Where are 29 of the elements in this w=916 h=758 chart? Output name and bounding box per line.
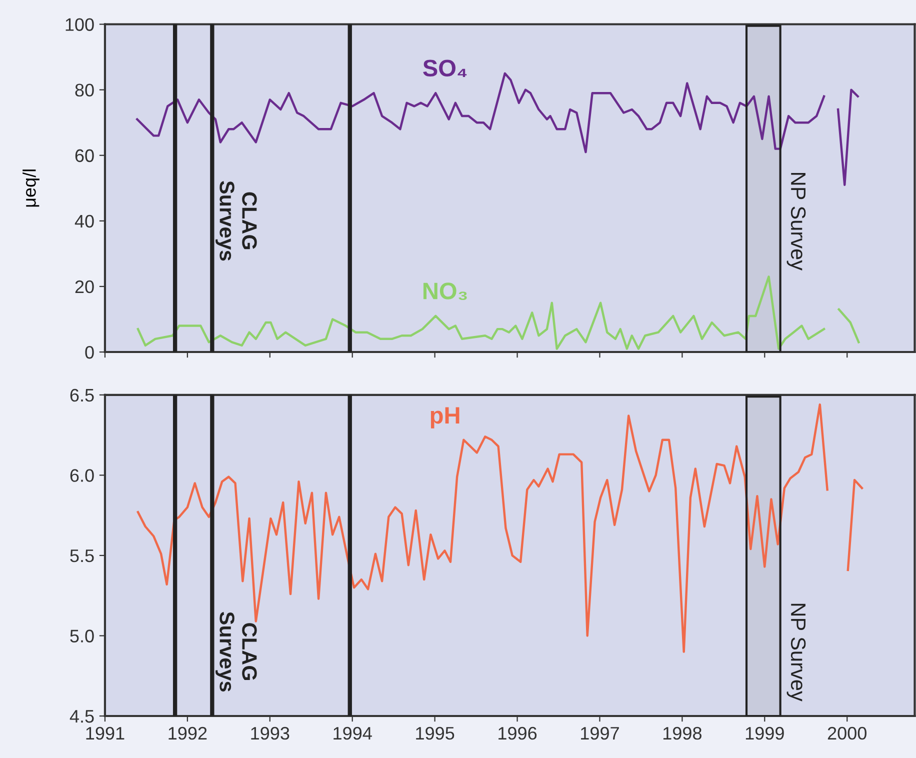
x-tick-label: 1994: [334, 726, 372, 740]
x-tick-label: 1995: [416, 726, 454, 740]
series-label: NO₃: [423, 282, 467, 300]
y-tick-label: 80: [75, 84, 94, 97]
y-tick-label: 6.0: [70, 469, 94, 482]
band-label: NP Survey: [786, 173, 806, 270]
x-tick-label: 1993: [251, 726, 290, 740]
y-tick-label: 20: [75, 280, 94, 294]
y-tick-label: 5.5: [70, 550, 94, 562]
y-tick-label: 6.5: [70, 388, 94, 402]
ref-line-label: CLAG Surveys: [216, 180, 257, 261]
x-tick-label: 1992: [168, 726, 207, 740]
y-tick-label: 5.0: [70, 630, 94, 642]
series-label: SO₄: [423, 60, 467, 77]
band-label: NP Survey: [786, 604, 806, 702]
y-tick-label: 4.5: [70, 710, 94, 723]
series-label: pH: [430, 407, 460, 428]
x-tick-label: 1998: [663, 726, 702, 740]
y-tick-label: 0: [85, 346, 94, 359]
x-tick-label: 2000: [828, 726, 866, 740]
x-tick-label: 1999: [746, 726, 784, 740]
ref-line-label: CLAG Surveys: [216, 612, 257, 692]
y-tick-label: 60: [75, 149, 94, 162]
x-tick-label: 1991: [86, 726, 124, 740]
x-tick-label: 1996: [498, 726, 537, 740]
y-tick-label: 40: [74, 214, 94, 228]
x-tick-label: 1997: [581, 726, 619, 740]
y-tick-label: 100: [66, 18, 94, 31]
y-axis-title: μeq/l: [22, 170, 40, 207]
